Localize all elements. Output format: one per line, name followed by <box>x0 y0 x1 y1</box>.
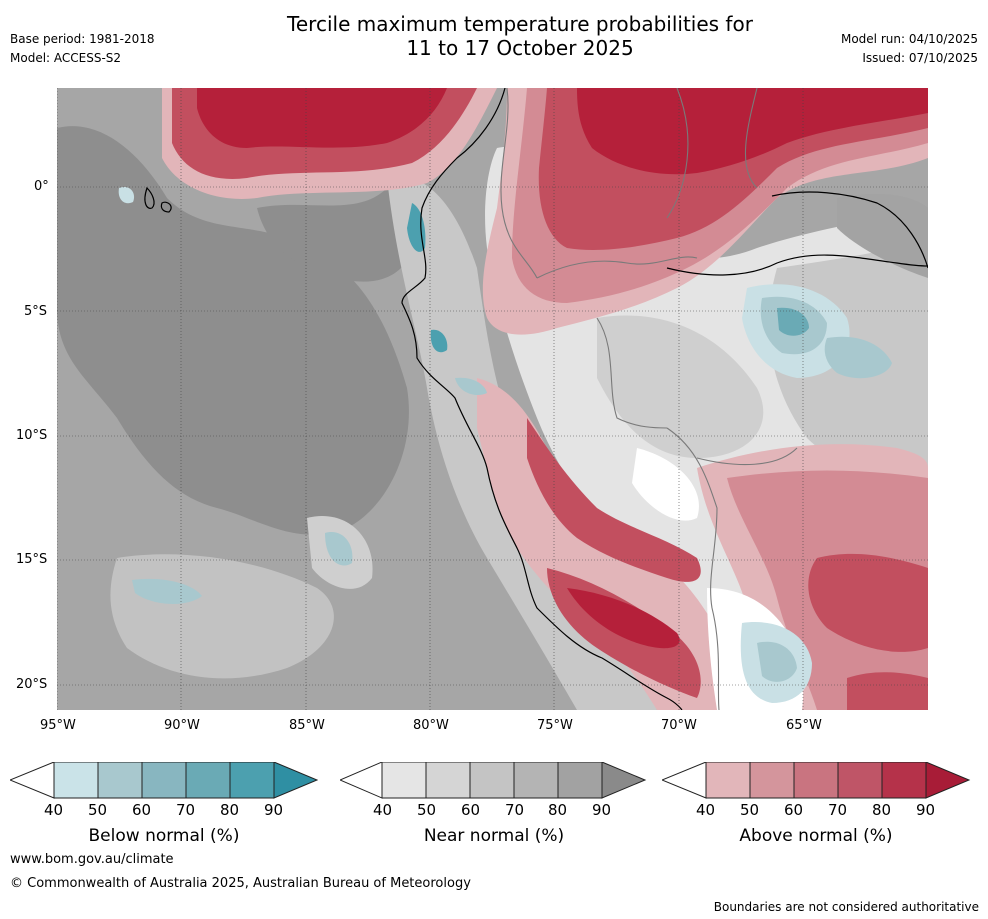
ocean-dark-patch <box>257 181 417 282</box>
land-grey-patch <box>837 193 928 278</box>
colorbar-near-low-arrow <box>340 762 383 799</box>
red-region-north <box>577 88 928 175</box>
graticule <box>57 88 928 710</box>
red-region-coast <box>527 418 701 582</box>
colorbar-above-segment <box>881 762 927 799</box>
colorbar-above-tick: 80 <box>872 801 892 819</box>
colorbar-above-segment <box>749 762 795 799</box>
red-region-coast <box>567 588 680 649</box>
colorbar-near-segment <box>469 762 515 799</box>
lon-tick-80w: 80°W <box>413 718 449 733</box>
colorbar-below-low-arrow <box>10 762 55 799</box>
colorbar-above-tick: 60 <box>784 801 804 819</box>
blue-patch-east <box>824 336 892 379</box>
footer-url: www.bom.gov.au/climate <box>10 852 174 867</box>
blue-patch-south <box>757 641 797 682</box>
lat-tick-0: 0° <box>34 179 49 194</box>
colorbar-near-tick: 80 <box>548 801 568 819</box>
colorbar-near-high-arrow <box>601 762 647 799</box>
lon-tick-70w: 70°W <box>661 718 697 733</box>
model-name: Model: ACCESS-S2 <box>10 51 122 65</box>
colorbar-below-tick: 90 <box>264 801 284 819</box>
colorbar-above-segment <box>705 762 751 799</box>
issued-date: Issued: 07/10/2025 <box>862 51 978 65</box>
lat-tick-5s: 5°S <box>24 304 48 319</box>
lat-tick-20s: 20°S <box>16 677 48 692</box>
blue-patch-ocean <box>325 532 353 566</box>
colorbar-near-segment <box>381 762 427 799</box>
colorbar-below-segment <box>229 762 275 799</box>
model-run: Model run: 04/10/2025 <box>840 32 978 46</box>
colorbar-near-segment <box>557 762 603 799</box>
colorbar-above-low-arrow <box>662 762 707 799</box>
map-title: Tercile maximum temperature probabilitie… <box>0 12 988 60</box>
colorbar-near-tick: 40 <box>373 801 393 819</box>
blue-patch-ocean <box>118 186 135 204</box>
title-line-1: Tercile maximum temperature probabilitie… <box>287 12 753 36</box>
colorbar-near-tick: 90 <box>592 801 612 819</box>
colorbar-near-segment <box>513 762 559 799</box>
colorbar-above-label: Above normal (%) <box>739 826 893 846</box>
colorbar-below-high-arrow <box>273 762 318 799</box>
red-region-north-west <box>197 88 447 148</box>
colorbar-below-tick: 40 <box>44 801 64 819</box>
lat-tick-10s: 10°S <box>16 428 48 443</box>
colorbar-near <box>340 762 647 799</box>
colorbar-below-tick: 80 <box>220 801 240 819</box>
red-region-south-east <box>808 553 928 652</box>
lon-tick-90w: 90°W <box>164 718 200 733</box>
colorbar-near-tick: 60 <box>461 801 481 819</box>
white-region-central <box>632 448 699 521</box>
colorbar-above-tick: 50 <box>740 801 760 819</box>
title-line-2: 11 to 17 October 2025 <box>406 36 634 60</box>
colorbar-below-segment <box>141 762 187 799</box>
colorbar-below-segment <box>185 762 231 799</box>
colorbar-below-segment <box>53 762 99 799</box>
lon-tick-95w: 95°W <box>40 718 76 733</box>
colorbar-near-segment <box>425 762 471 799</box>
colorbar-above-segment <box>837 762 883 799</box>
colorbar-near-label: Near normal (%) <box>423 826 565 846</box>
colorbar-near-tick: 70 <box>505 801 525 819</box>
colorbar-below-tick: 50 <box>88 801 108 819</box>
ocean-dark-patch <box>57 126 409 535</box>
colorbar-near-tick: 50 <box>417 801 437 819</box>
blue-patch-central <box>777 307 809 336</box>
lon-tick-85w: 85°W <box>289 718 325 733</box>
colorbar-above-tick: 40 <box>696 801 716 819</box>
colorbar-above-tick: 70 <box>828 801 848 819</box>
colorbar-below-tick: 70 <box>176 801 196 819</box>
footer-copyright: © Commonwealth of Australia 2025, Austra… <box>10 876 471 891</box>
colorbar-above-tick: 90 <box>916 801 936 819</box>
coastline <box>144 88 928 710</box>
blue-patch-ocean <box>132 578 202 604</box>
colorbar-above-high-arrow <box>925 762 971 799</box>
blue-patch-ocean <box>455 377 487 396</box>
base-period: Base period: 1981-2018 <box>10 32 155 46</box>
probability-map <box>57 88 928 710</box>
colorbar-below-label: Below normal (%) <box>88 826 240 846</box>
land-grey-patch <box>597 315 764 458</box>
country-borders <box>500 88 798 710</box>
red-region-south-east <box>847 672 928 710</box>
colorbar-below <box>10 762 318 799</box>
lon-tick-75w: 75°W <box>537 718 573 733</box>
colorbar-above <box>662 762 971 799</box>
colorbar-above-segment <box>793 762 839 799</box>
lon-tick-65w: 65°W <box>786 718 822 733</box>
colorbar-below-segment <box>97 762 143 799</box>
lat-tick-15s: 15°S <box>16 552 48 567</box>
blue-patch-coast <box>430 329 448 353</box>
footer-disclaimer: Boundaries are not considered authoritat… <box>713 900 979 914</box>
colorbar-below-tick: 60 <box>132 801 152 819</box>
